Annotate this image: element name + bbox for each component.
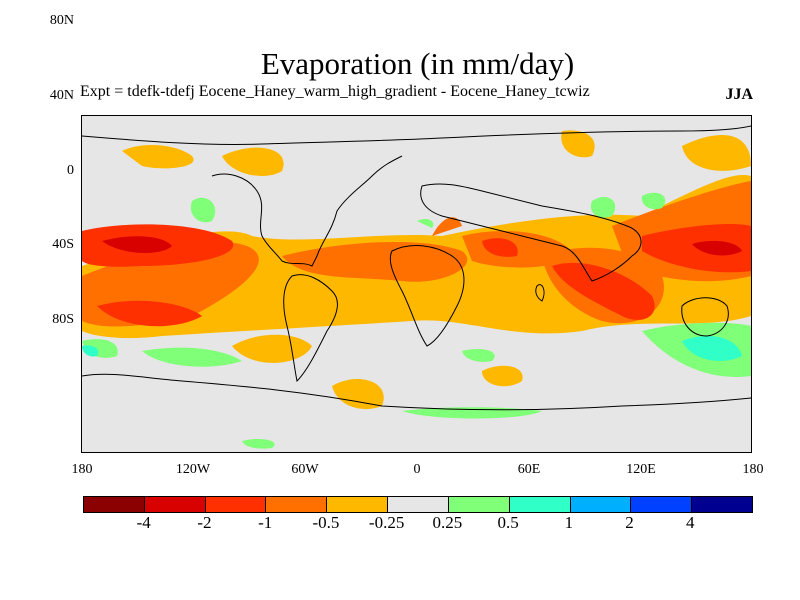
legend-swatch <box>570 497 632 512</box>
anomaly-cyan-regions <box>82 336 742 361</box>
legend-label: -0.25 <box>368 513 405 532</box>
season-label: JJA <box>725 86 753 103</box>
lat-label-80s: 80S <box>52 312 74 327</box>
lon-label-60w: 60W <box>291 462 319 477</box>
legend-swatch <box>84 497 145 512</box>
anomaly-dark-red-regions <box>102 236 742 256</box>
evaporation-map <box>81 115 752 453</box>
legend-swatch <box>266 497 328 512</box>
legend-label: -0.5 <box>312 513 340 532</box>
map-canvas <box>82 125 751 449</box>
lon-label-180w: 180 <box>71 462 93 477</box>
legend-label: -1 <box>258 513 273 532</box>
legend-swatch <box>144 497 206 512</box>
legend-swatch <box>631 497 693 512</box>
legend-label: 2 <box>625 513 634 532</box>
lon-label-0: 0 <box>413 462 421 477</box>
legend-swatch <box>388 497 449 512</box>
lon-label-180e: 180 <box>742 462 764 477</box>
lon-label-120e: 120E <box>626 462 656 477</box>
legend-label: 1 <box>564 513 574 532</box>
legend-label: 0.5 <box>497 513 519 532</box>
lat-label-80n: 80N <box>49 13 74 28</box>
lat-label-equator: 0 <box>67 163 74 178</box>
legend-swatch <box>692 497 752 512</box>
legend-swatch <box>509 497 571 512</box>
anomaly-red-regions <box>82 224 751 327</box>
legend-label: 4 <box>686 513 695 532</box>
legend-label: -4 <box>136 513 151 532</box>
legend-swatch <box>327 497 389 512</box>
legend-swatch <box>205 497 267 512</box>
legend-label: -2 <box>197 513 212 532</box>
lat-label-40s: 40S <box>52 237 74 252</box>
lon-label-120w: 120W <box>175 462 211 477</box>
legend-swatch <box>448 497 510 512</box>
coastlines <box>82 125 751 411</box>
legend-label: 0.25 <box>432 513 463 532</box>
experiment-subtitle: Expt = tdefk-tdefj Eocene_Haney_warm_hig… <box>80 83 590 100</box>
plot-title: Evaporation (in mm/day) <box>260 46 575 81</box>
color-legend-bar <box>83 496 753 513</box>
lat-label-40n: 40N <box>49 88 74 103</box>
lon-label-60e: 60E <box>517 462 541 477</box>
